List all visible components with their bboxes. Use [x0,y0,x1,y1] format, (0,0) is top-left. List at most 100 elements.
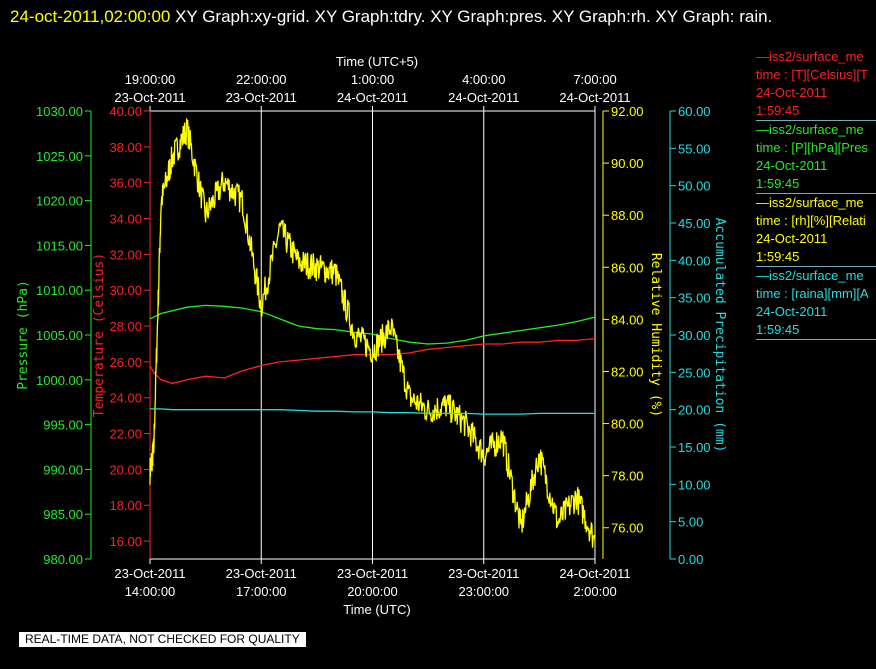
precipitation-tick-label: 15.00 [678,440,711,455]
temperature-tick-label: 28.00 [109,319,142,334]
header-timestamp: 24-oct-2011,02:00:00 [10,7,171,26]
x-bottom-tick-time: 17:00:00 [236,584,287,599]
temperature-tick-label: 36.00 [109,176,142,191]
precipitation-tick-label: 20.00 [678,403,711,418]
x-bottom-tick-date: 23-Oct-2011 [226,566,297,581]
temperature-tick-label: 24.00 [109,391,142,406]
humidity-axis-label: Relative Humidity (%) [648,253,663,417]
precipitation-tick-label: 5.00 [678,515,703,530]
legend-units: time : [P][hPa][Pres [756,140,868,155]
legend-time: 1:59:45 [756,322,800,337]
x-bottom-tick-date: 23-Oct-2011 [448,566,519,581]
legend-name: —iss2/surface_me [756,268,864,283]
pressure-tick-label: 1030.00 [36,104,83,119]
header-titles: XY Graph:xy-grid. XY Graph:tdry. XY Grap… [170,7,773,26]
legend-name: —iss2/surface_me [756,122,864,137]
pressure-tick-label: 1015.00 [36,238,83,253]
legend-units: time : [raina][mm][A [756,286,869,301]
humidity-tick-label: 86.00 [611,260,644,275]
x-bottom-tick-time: 2:00:00 [573,584,616,599]
pressure-tick-label: 1005.00 [36,328,83,343]
precipitation-tick-label: 10.00 [678,477,711,492]
precipitation-tick-label: 60.00 [678,104,711,119]
temperature-tick-label: 30.00 [109,283,142,298]
humidity-tick-label: 84.00 [611,312,644,327]
legend-name: —iss2/surface_me [756,49,864,64]
legend: —iss2/surface_me time : [T][Celsius][T 24-… [756,48,876,340]
x-top-tick-date: 24-Oct-2011 [337,90,408,105]
precipitation-tick-label: 45.00 [678,216,711,231]
precipitation-tick-label: 40.00 [678,253,711,268]
temperature-tick-label: 26.00 [109,355,142,370]
temperature-tick-label: 38.00 [109,140,142,155]
legend-units: time : [T][Celsius][T [756,67,868,82]
temperature-tick-label: 16.00 [109,534,142,549]
x-top-tick-time: 4:00:00 [462,72,505,87]
x-bottom-axis-label: Time (UTC) [343,602,410,617]
quality-notice: REAL-TIME DATA, NOT CHECKED FOR QUALITY [19,632,306,647]
precipitation-tick-label: 55.00 [678,141,711,156]
temperature-axis-label: Temperature (Celsius) [92,253,107,417]
precipitation-tick-label: 25.00 [678,365,711,380]
legend-date: 24-Oct-2011 [756,85,828,100]
humidity-tick-label: 88.00 [611,208,644,223]
precipitation-tick-label: 30.00 [678,328,711,343]
legend-date: 24-Oct-2011 [756,158,828,173]
temperature-tick-label: 34.00 [109,212,142,227]
precipitation-tick-label: 35.00 [678,291,711,306]
temperature-tick-label: 20.00 [109,462,142,477]
pressure-tick-label: 980.00 [43,552,83,567]
temperature-tick-label: 22.00 [109,427,142,442]
pressure-tick-label: 985.00 [43,507,83,522]
x-top-tick-time: 1:00:00 [351,72,394,87]
legend-time: 1:59:45 [756,103,800,118]
x-bottom-tick-time: 20:00:00 [347,584,398,599]
legend-date: 24-Oct-2011 [756,304,828,319]
pressure-tick-label: 1010.00 [36,283,83,298]
humidity-tick-label: 78.00 [611,469,644,484]
graph-header: 24-oct-2011,02:00:00 XY Graph:xy-grid. X… [10,2,860,31]
x-bottom-tick-date: 24-Oct-2011 [559,566,630,581]
legend-time: 1:59:45 [756,176,800,191]
legend-time: 1:59:45 [756,249,800,264]
pressure-tick-label: 995.00 [43,418,83,433]
x-top-tick-date: 24-Oct-2011 [448,90,519,105]
temperature-tick-label: 32.00 [109,247,142,262]
x-bottom-tick-date: 23-Oct-2011 [114,566,185,581]
pressure-tick-label: 1000.00 [36,373,83,388]
x-top-tick-date: 23-Oct-2011 [226,90,297,105]
x-top-tick-date: 24-Oct-2011 [559,90,630,105]
x-bottom-tick-date: 23-Oct-2011 [337,566,408,581]
precipitation-tick-label: 50.00 [678,179,711,194]
legend-name: —iss2/surface_me [756,195,864,210]
temperature-tick-label: 40.00 [109,104,142,119]
x-top-tick-time: 7:00:00 [573,72,616,87]
x-top-axis-label: Time (UTC+5) [336,54,418,69]
x-top-tick-date: 23-Oct-2011 [114,90,185,105]
precipitation-axis-label: Accumulated Precipitation (mm) [712,218,727,453]
humidity-tick-label: 76.00 [611,521,644,536]
humidity-tick-label: 90.00 [611,156,644,171]
temperature-tick-label: 18.00 [109,498,142,513]
pressure-tick-label: 990.00 [43,462,83,477]
humidity-tick-label: 82.00 [611,364,644,379]
precipitation-tick-label: 0.00 [678,552,703,567]
legend-units: time : [rh][%][Relati [756,213,866,228]
x-bottom-tick-time: 23:00:00 [458,584,509,599]
humidity-tick-label: 92.00 [611,104,644,119]
series-line-temperature [149,337,596,385]
pressure-tick-label: 1025.00 [36,149,83,164]
pressure-tick-label: 1020.00 [36,194,83,209]
series-line-humidity [149,118,596,548]
legend-date: 24-Oct-2011 [756,231,828,246]
series-line-precipitation [150,408,595,415]
x-bottom-tick-time: 14:00:00 [125,584,176,599]
x-top-tick-time: 19:00:00 [125,72,176,87]
series-line-pressure [149,304,596,345]
pressure-axis-label: Pressure (hPa) [16,280,31,390]
